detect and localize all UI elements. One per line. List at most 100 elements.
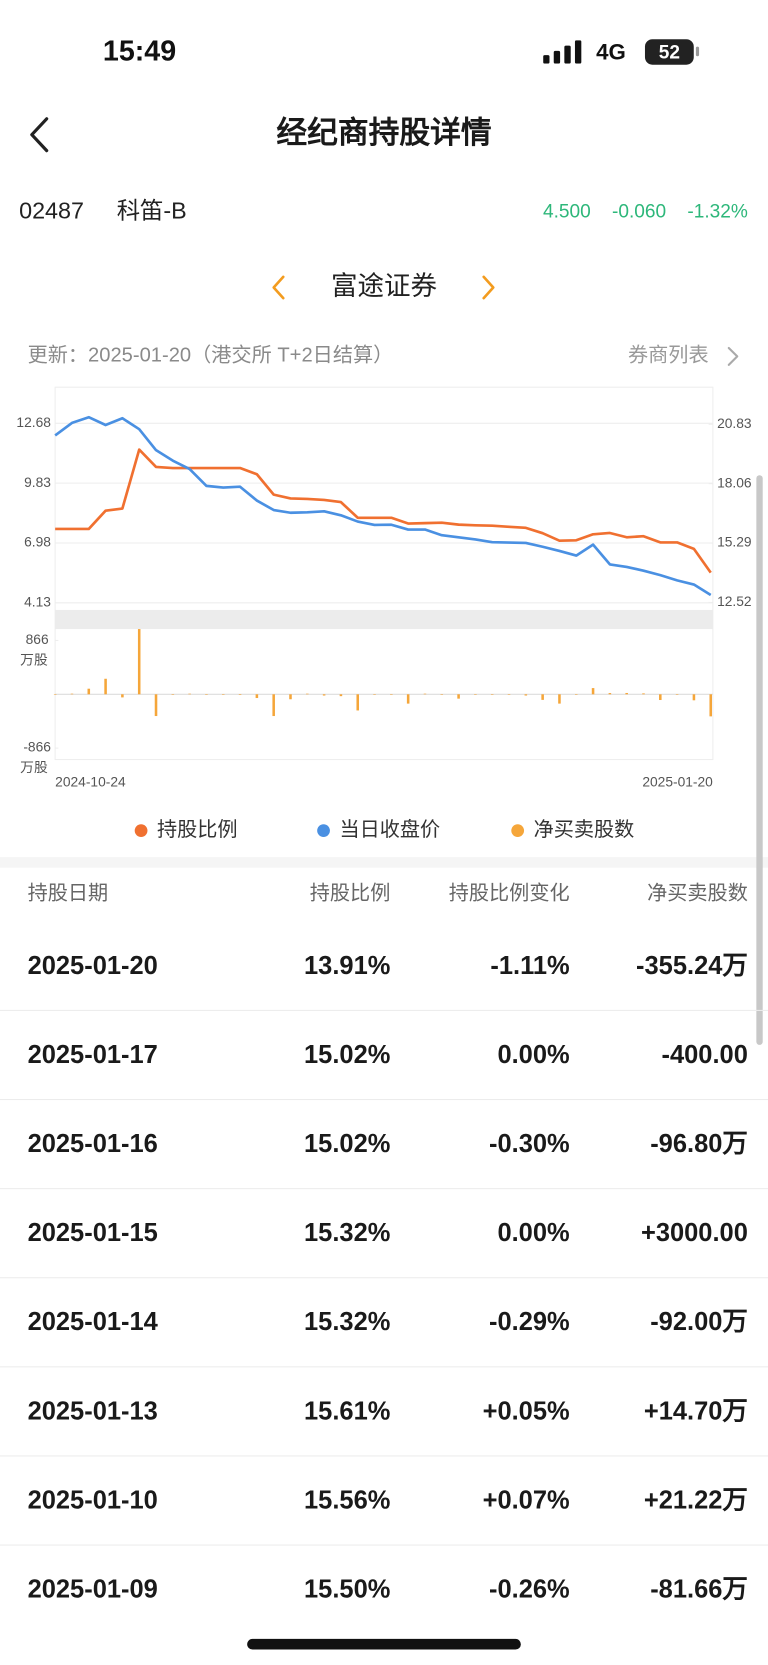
table-cell: 2025-01-16	[27, 1129, 158, 1159]
bar	[591, 688, 595, 695]
bar	[137, 629, 141, 695]
broker-name: 富途证券	[330, 271, 438, 302]
bar	[474, 694, 477, 695]
legend-marker	[317, 824, 330, 837]
bar	[423, 693, 427, 695]
bar	[87, 688, 91, 695]
table-cell: 15.02%	[304, 1129, 391, 1159]
plot-frame	[54, 386, 714, 761]
table-cell: -92.00万	[650, 1307, 748, 1337]
bar	[659, 694, 662, 701]
row-divider	[0, 1098, 768, 1101]
plot-separator	[55, 609, 713, 630]
series-line	[54, 415, 712, 597]
bar	[306, 693, 309, 695]
table-cell: -0.30%	[488, 1129, 570, 1159]
legend-marker	[511, 824, 525, 837]
bar	[507, 694, 511, 695]
back-button[interactable]	[23, 115, 55, 155]
table-cell: 0.00%	[497, 1218, 570, 1248]
broker-list-arrow[interactable]	[725, 345, 742, 368]
y2-tick-label: 20.83	[717, 416, 752, 431]
table-cell: 15.56%	[304, 1486, 391, 1515]
row-divider	[0, 1455, 768, 1457]
table-cell: 0.00%	[497, 1040, 570, 1070]
table-cell: -355.24万	[636, 951, 748, 981]
table-cell: 15.50%	[304, 1575, 391, 1604]
row-divider	[0, 1009, 768, 1011]
table-cell: +0.05%	[482, 1397, 570, 1426]
broker-list-link[interactable]: 券商列表	[627, 344, 709, 368]
stock-change: -0.060	[611, 200, 667, 222]
bar-tick-unit: 万股	[20, 760, 48, 775]
bar	[171, 694, 175, 695]
bar	[53, 694, 57, 695]
bar	[154, 694, 158, 717]
stock-price: 4.500	[542, 200, 591, 222]
bar	[390, 694, 393, 695]
table-cell: 2025-01-09	[27, 1575, 158, 1604]
bar-tick-label: 866	[26, 632, 49, 647]
table-cell: 15.32%	[304, 1218, 391, 1248]
table-cell: +0.07%	[482, 1486, 570, 1515]
table-cell: -0.26%	[488, 1575, 570, 1604]
bar	[205, 694, 208, 695]
column-header: 持股比例变化	[448, 882, 570, 905]
bar	[356, 694, 360, 711]
y-tick-label: 6.98	[24, 535, 51, 550]
bar	[188, 693, 191, 695]
series-line	[55, 448, 712, 574]
table-cell: +21.22万	[643, 1486, 748, 1515]
table-cell: 13.91%	[304, 951, 391, 981]
bar	[70, 693, 74, 695]
page-title: 经纪商持股详情	[276, 116, 492, 151]
chart: 12.68 9.83 6.98 4.13 20.83 18.06 15.29 12.52 866…	[16, 386, 752, 841]
table-cell: +14.70万	[643, 1397, 748, 1426]
table-cell: -1.11%	[490, 951, 570, 981]
bar	[541, 694, 544, 700]
table-cell: 2025-01-20	[27, 951, 158, 981]
bar-tick-label: -866	[23, 740, 51, 755]
table-cell: 15.61%	[304, 1397, 391, 1426]
bar	[373, 694, 376, 695]
bar	[238, 694, 242, 695]
bar	[339, 694, 343, 697]
bar	[642, 693, 645, 695]
table-cell: 2025-01-17	[27, 1040, 158, 1070]
bar	[457, 694, 460, 699]
bar	[490, 694, 494, 695]
table-cell: 2025-01-15	[27, 1218, 158, 1248]
bar	[289, 694, 292, 700]
bar	[675, 694, 679, 695]
y2-tick-label: 12.52	[717, 594, 752, 609]
next-broker[interactable]	[478, 274, 497, 302]
y-tick-label: 4.13	[24, 594, 51, 609]
table-cell: -0.29%	[488, 1307, 570, 1337]
section-divider	[0, 857, 768, 868]
stock-code: 02487	[19, 197, 85, 224]
table-cell: -81.66万	[650, 1575, 748, 1604]
column-header: 持股日期	[27, 882, 109, 905]
table-cell: -400.00	[661, 1040, 748, 1070]
legend-label: 持股比例	[157, 818, 238, 841]
prev-broker[interactable]	[269, 274, 288, 302]
scrollbar	[756, 475, 763, 1045]
legend-marker	[134, 824, 148, 837]
bar	[608, 693, 612, 695]
row-divider	[0, 1277, 768, 1279]
home-indicator	[247, 1638, 521, 1650]
x-tick-label: 2025-01-20	[642, 775, 713, 790]
table-cell: -96.80万	[650, 1129, 748, 1159]
table-cell: +3000.00	[640, 1218, 748, 1248]
bar	[255, 694, 259, 699]
table-cell: 2025-01-14	[27, 1307, 158, 1337]
bar	[406, 694, 410, 704]
bar	[692, 694, 696, 701]
bar	[709, 694, 713, 717]
bar	[221, 694, 225, 695]
y-tick-label: 9.83	[24, 475, 51, 490]
bar-tick-unit: 万股	[20, 652, 48, 667]
stock-name: 科笛-B	[116, 197, 187, 224]
